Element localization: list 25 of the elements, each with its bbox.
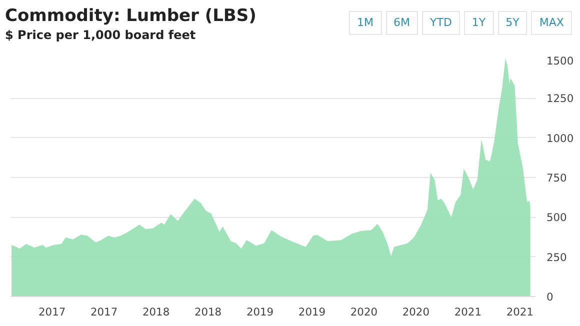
chart-title: Commodity: Lumber (LBS): [5, 5, 256, 27]
x-tick-label: 2018: [194, 306, 222, 318]
text: 1M: [349, 11, 382, 35]
y-tick-label: 1500: [546, 54, 574, 68]
y-tick-label: 1250: [546, 92, 574, 106]
x-tick-label: 2021: [506, 306, 534, 318]
x-tick-label: 2017: [90, 306, 118, 318]
text: 1Y: [464, 11, 494, 35]
x-tick-label: 2020: [350, 306, 378, 318]
x-tick-label: 2020: [402, 306, 430, 318]
x-tick-label: 2018: [142, 306, 170, 318]
x-tick-label: 2017: [38, 306, 66, 318]
text: MAX: [531, 11, 572, 35]
y-tick-label: 250: [546, 250, 568, 264]
y-tick-label: 500: [546, 211, 568, 224]
chart-subtitle: $ Price per 1,000 board feet: [5, 27, 197, 43]
y-tick-label: 750: [546, 172, 568, 184]
x-tick-label: 2021: [454, 306, 482, 318]
x-tick-label: 2019: [298, 306, 326, 318]
y-tick-label: 1000: [546, 132, 574, 145]
text: YTD: [422, 11, 460, 35]
y-tick-label: 0: [546, 290, 554, 304]
text: 6M: [386, 11, 418, 35]
text: 5Y: [498, 11, 528, 35]
x-tick-label: 2019: [246, 306, 274, 318]
